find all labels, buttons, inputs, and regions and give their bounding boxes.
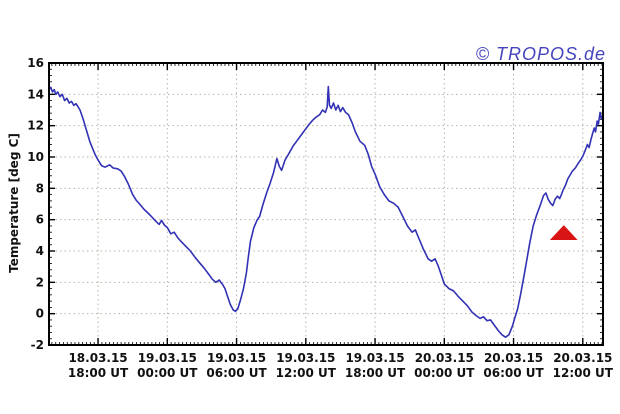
tick-label: 20.03.15 — [553, 351, 612, 365]
tick-label: 8 — [36, 181, 44, 195]
plot-frame — [48, 62, 604, 346]
temperature-line — [48, 85, 604, 339]
tick-label: 19.03.15 — [207, 351, 266, 365]
tick-label: 19.03.15 — [345, 351, 404, 365]
tick-label: 06:00 UT — [483, 366, 544, 380]
tick-label: 12:00 UT — [553, 366, 614, 380]
tick-label: 06:00 UT — [206, 366, 267, 380]
tick-label: 20.03.15 — [484, 351, 543, 365]
tick-label: -2 — [31, 338, 44, 352]
red-triangle-marker — [549, 225, 578, 240]
y-axis-label: Temperature [deg C] — [7, 133, 21, 273]
tick-label: 12:00 UT — [276, 366, 337, 380]
tick-label: 20.03.15 — [415, 351, 474, 365]
tick-label: 18:00 UT — [345, 366, 406, 380]
tick-label: 16 — [27, 56, 44, 70]
tropos-watermark: © TROPOS.de — [475, 44, 606, 64]
red-triangle — [549, 225, 578, 240]
tick-label: 4 — [36, 244, 44, 258]
tick-label: 00:00 UT — [137, 366, 198, 380]
tick-label: 10 — [27, 150, 44, 164]
tick-label: 0 — [36, 307, 44, 321]
tick-label: 14 — [27, 87, 44, 101]
tick-label: 18.03.15 — [68, 351, 127, 365]
tick-label: 19.03.15 — [138, 351, 197, 365]
tick-label: 00:00 UT — [414, 366, 475, 380]
tick-label: 19.03.15 — [276, 351, 335, 365]
tick-label: 2 — [36, 275, 44, 289]
temperature-series-path — [48, 85, 604, 339]
tick-label: 18:00 UT — [68, 366, 129, 380]
axis-ticks — [49, 62, 603, 346]
tick-label: 12 — [27, 119, 44, 133]
grid — [51, 65, 601, 343]
tick-label: 6 — [36, 213, 44, 227]
y-axis-tick-labels: -2 0 2 4 6 8 10 12 14 16 — [27, 56, 44, 352]
